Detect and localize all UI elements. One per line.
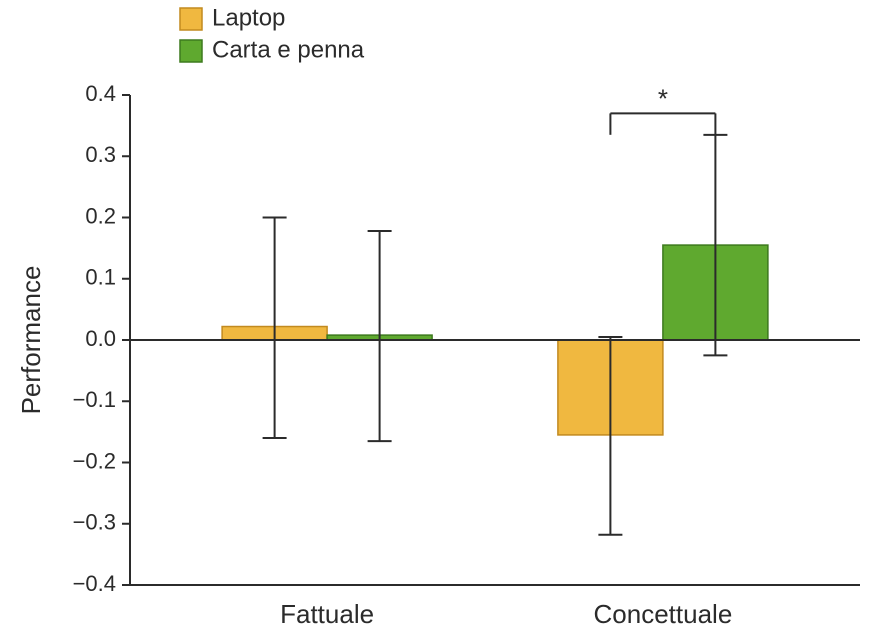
ytick-label: 0.4 bbox=[85, 81, 116, 106]
legend-swatch bbox=[180, 8, 202, 30]
significance-star: * bbox=[658, 83, 668, 113]
ytick-label: −0.4 bbox=[73, 571, 116, 596]
legend-label: Laptop bbox=[212, 5, 285, 32]
ytick-label: 0.0 bbox=[85, 326, 116, 351]
ytick-label: −0.2 bbox=[73, 448, 116, 473]
legend-label: Carta e penna bbox=[212, 37, 365, 64]
y-axis-label: Performance bbox=[16, 266, 46, 415]
ytick-label: 0.3 bbox=[85, 142, 116, 167]
ytick-label: 0.1 bbox=[85, 265, 116, 290]
legend-swatch bbox=[180, 40, 202, 62]
category-label: Concettuale bbox=[594, 599, 733, 629]
ytick-label: −0.1 bbox=[73, 387, 116, 412]
performance-bar-chart: −0.4 −0.3 −0.2 −0.1 0.0 0.1 0.2 0.3 0.4 Fattuale C… bbox=[0, 0, 896, 644]
ytick-label: −0.3 bbox=[73, 510, 116, 535]
category-label: Fattuale bbox=[280, 599, 374, 629]
ytick-label: 0.2 bbox=[85, 203, 116, 228]
